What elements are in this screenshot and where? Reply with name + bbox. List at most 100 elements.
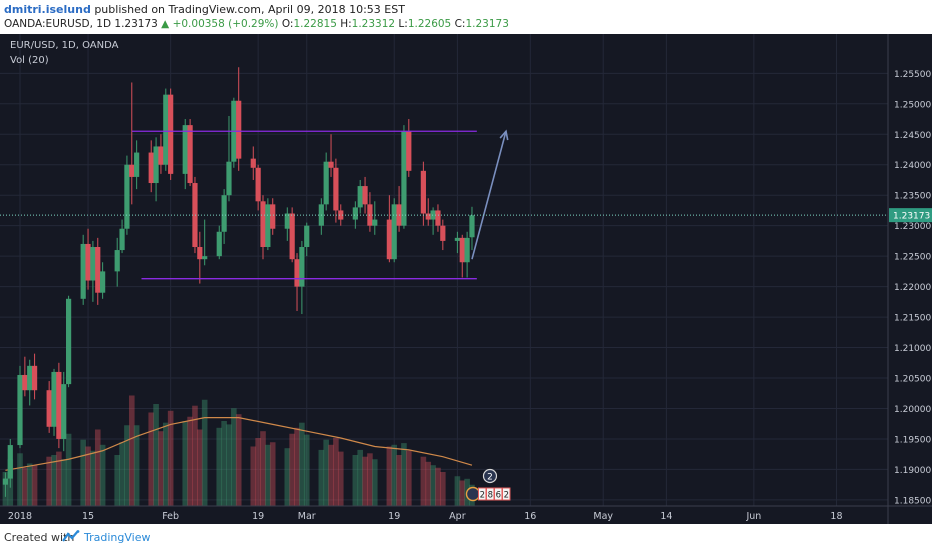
volume-bar	[60, 459, 67, 506]
candle-body	[202, 256, 208, 260]
volume-bar	[391, 444, 398, 506]
low-label: L:	[398, 18, 408, 30]
volume-bar	[216, 427, 223, 506]
volume-bar	[167, 410, 174, 506]
volume-bar	[386, 446, 393, 506]
y-tick-label: 1.22000	[894, 283, 931, 293]
candle-body	[260, 201, 266, 248]
volume-bar	[371, 459, 378, 506]
tradingview-brand-link[interactable]: TradingView	[84, 531, 151, 544]
event-count: 8	[488, 491, 493, 501]
event-count: 2	[480, 491, 485, 501]
axes: 1.25500 1.25000 1.24500 1.24000 1.23500 1.230…	[0, 34, 932, 524]
y-tick-label: 1.20000	[894, 405, 931, 415]
candle-body	[27, 365, 33, 391]
candle-body	[187, 125, 193, 184]
volume-bar	[80, 439, 86, 506]
volume-bar	[323, 439, 329, 506]
event-badge[interactable]: 2	[482, 468, 498, 484]
y-tick-label: 1.19000	[894, 466, 931, 476]
candle-body	[216, 231, 222, 257]
volume-bar	[401, 443, 407, 506]
volume-bar	[250, 446, 257, 506]
candle-body	[284, 213, 290, 229]
flag-icon	[465, 486, 481, 502]
volume-bar	[128, 395, 135, 506]
candle-body	[406, 131, 412, 171]
x-tick-label: Feb	[162, 511, 179, 522]
candle-body	[148, 152, 154, 184]
candle-body	[22, 374, 28, 391]
volume-bar	[454, 476, 461, 506]
volume-bar	[124, 425, 130, 506]
candle-body	[391, 204, 397, 260]
close-value: 1.23173	[465, 18, 509, 30]
candle-body	[328, 161, 334, 168]
candle-body	[357, 186, 363, 208]
candle-body	[31, 365, 38, 391]
candle-body	[420, 170, 426, 214]
event-flag-icon	[482, 468, 498, 484]
volume-bar	[153, 404, 159, 506]
candle-body	[221, 195, 227, 232]
candle-body	[80, 243, 86, 299]
projection-arrow-head	[499, 129, 509, 141]
event-count: 2	[504, 491, 509, 501]
x-tick-label: May	[593, 511, 613, 522]
volume-bar	[459, 480, 466, 506]
volume-bar	[17, 453, 23, 506]
candle-body	[386, 219, 392, 260]
close-label: C:	[454, 18, 466, 30]
volume-bar	[51, 455, 57, 506]
candle-body	[464, 237, 470, 263]
author-link[interactable]: dmitri.iselund	[4, 3, 91, 16]
volume-bar	[303, 434, 310, 506]
x-tick-label: Mar	[298, 511, 316, 522]
volume-bar	[269, 442, 276, 506]
ohlc-line: OANDA:EURUSD, 1D 1.23173 ▲ +0.00358 (+0.…	[4, 18, 509, 30]
last-price-label: 1.23173	[893, 212, 930, 222]
volume-bar	[430, 465, 436, 506]
x-tick-label: 14	[660, 511, 672, 522]
high-value: 1.23312	[351, 18, 396, 30]
candle-body	[333, 167, 339, 211]
candle-body	[440, 225, 446, 241]
candle-body	[226, 161, 232, 196]
candle-body	[61, 384, 67, 439]
y-tick-label: 1.22500	[894, 253, 931, 263]
candle-body	[182, 125, 188, 174]
volume-bar	[328, 444, 334, 506]
header-bar: dmitri.iselund published on TradingView.…	[0, 0, 932, 34]
price-chart[interactable]: 22 8 6 2 1.255001.250001.245001.240001.2350…	[0, 34, 932, 524]
legend-pair: EUR/USD, 1D, OANDA	[10, 40, 119, 51]
y-tick-label: 1.21500	[894, 314, 931, 324]
volume-bar	[420, 456, 427, 506]
volume-bar	[197, 429, 203, 506]
candle-body	[2, 478, 9, 485]
volume-bar	[90, 450, 96, 506]
high-label: H:	[340, 18, 352, 30]
volume-bar	[221, 421, 227, 506]
volume-bar	[362, 456, 368, 506]
projection-arrow[interactable]	[471, 131, 507, 260]
candle-body	[299, 247, 305, 287]
candle-body	[294, 259, 300, 287]
candle-body	[129, 164, 135, 177]
candle-body	[430, 210, 436, 220]
candle-body	[124, 164, 130, 229]
volume-bar	[119, 442, 125, 506]
event-count: 2	[487, 473, 493, 483]
candle-body	[469, 215, 475, 238]
volume-bar	[192, 405, 198, 506]
tradingview-logo-icon[interactable]	[62, 530, 80, 543]
x-tick-label: 19	[252, 511, 264, 522]
candle-body	[90, 247, 96, 281]
candle-body	[56, 371, 62, 439]
drawings: 22 8 6 2	[0, 129, 888, 502]
x-tick-label: Jun	[745, 511, 761, 522]
volume-bar	[31, 465, 38, 506]
volume-bar	[260, 431, 266, 506]
candle-body	[454, 237, 460, 241]
